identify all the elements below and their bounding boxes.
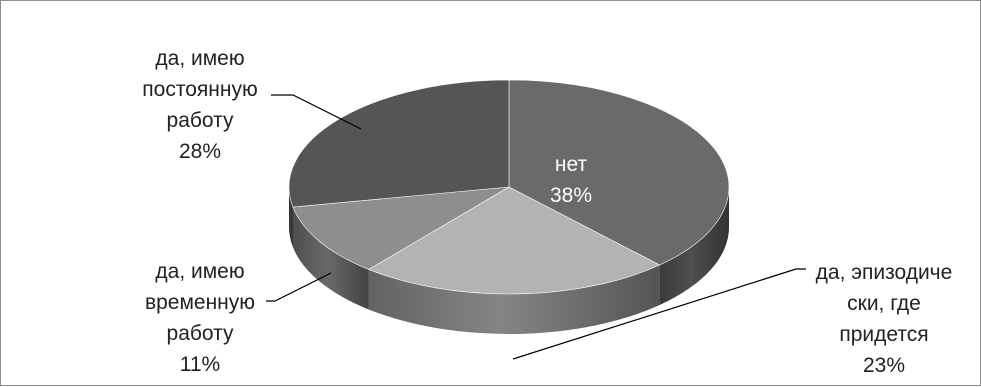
leader-line-2 <box>266 272 332 302</box>
slice-label-2-line-1: временную <box>145 291 255 314</box>
pie-slice-0 <box>508 79 730 266</box>
slice-value-label-2: 11% <box>180 353 220 376</box>
slice-side-shade-2 <box>292 207 369 310</box>
slice-label-1-line-0: да, эпизодиче <box>816 261 953 284</box>
slice-label-3-line-0: да, имею <box>155 47 244 70</box>
slice-side-shade-0 <box>659 187 729 305</box>
slice-side-shade-1 <box>368 264 660 334</box>
slice-label-3-line-2: работу <box>167 109 234 132</box>
slice-side-shade-3 <box>289 187 293 248</box>
slice-label-2-line-2: работу <box>167 322 234 345</box>
pie-slices <box>288 79 730 295</box>
pie-slice-3 <box>288 79 510 208</box>
slice-label-3-line-1: постоянную <box>142 78 257 101</box>
slice-labels: нет 38% да, эпизодиче ски, где придется 23% да… <box>142 47 952 377</box>
slice-value-label-0: 38% <box>550 184 592 207</box>
pie-slice-1 <box>368 186 661 295</box>
pie-slice-2 <box>292 186 510 270</box>
slice-value-label-1: 23% <box>863 354 905 377</box>
slice-label-1-line-1: ски, где <box>847 292 921 315</box>
slice-label-0-line-0: нет <box>555 153 588 176</box>
leader-line-3 <box>271 94 362 130</box>
leader-lines <box>266 94 806 360</box>
slice-label-1-line-2: придется <box>839 323 928 346</box>
slice-value-label-3: 28% <box>179 140 221 163</box>
leader-line-1 <box>512 268 806 360</box>
pie-depth <box>289 187 729 334</box>
slice-label-2-line-0: да, имею <box>155 260 244 283</box>
